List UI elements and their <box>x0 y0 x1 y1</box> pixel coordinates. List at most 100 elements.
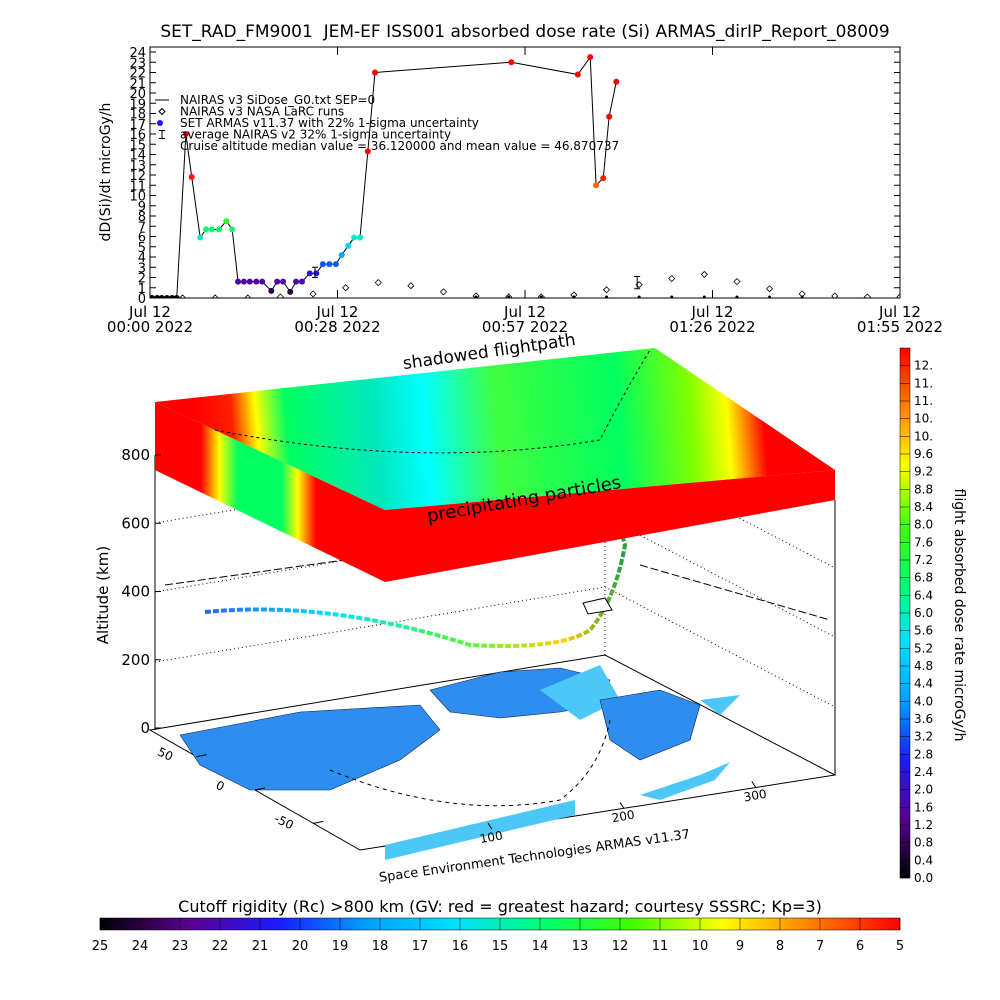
y-tick-label: 5 <box>138 241 146 256</box>
data-point <box>223 218 230 225</box>
data-point <box>896 293 900 298</box>
colorbar-tick-label: 7.2 <box>914 553 933 567</box>
colorbar-tick-label: 0.4 <box>914 853 933 867</box>
data-point <box>357 234 363 241</box>
y-tick-label: 16 <box>129 128 146 143</box>
data-point <box>613 78 620 85</box>
x-tick <box>751 781 757 788</box>
data-point <box>768 295 772 298</box>
colorbar-tick-label: 0.8 <box>914 836 933 850</box>
x-tick-label: 200 <box>611 808 636 826</box>
colorbar-tick-label: 1.6 <box>914 800 933 814</box>
colorbar-tick-label: 7 <box>816 939 824 954</box>
colorbar-tick-label: 6.0 <box>914 606 933 620</box>
y-tick-label: 1 <box>138 282 146 297</box>
colorbar-tick-label: 3.6 <box>914 712 933 726</box>
colorbar-tick-label: 6.4 <box>914 588 933 602</box>
colorbar-tick-label: 4.0 <box>914 694 933 708</box>
data-point <box>211 294 219 298</box>
data-point <box>244 294 252 298</box>
y-tick-label: 19 <box>129 97 146 112</box>
slab <box>155 348 835 582</box>
data-point <box>372 69 378 76</box>
data-point <box>407 282 415 290</box>
data-point <box>863 293 871 298</box>
colorbar-tick-label: 17 <box>412 939 429 954</box>
colorbar-tick-label: 19 <box>332 939 349 954</box>
legend-symbol <box>158 107 166 116</box>
data-point <box>472 292 480 298</box>
data-point <box>537 293 545 298</box>
data-point <box>574 71 581 78</box>
legend-label: average NAIRAS v2 32% 1-sigma uncertaint… <box>180 128 451 142</box>
z-tick-label: 200 <box>121 651 150 669</box>
colorbar-tick-label: 5.6 <box>914 624 933 638</box>
colorbar-tick-label: 10 <box>692 939 709 954</box>
data-point <box>637 295 641 298</box>
error-bar <box>312 266 318 278</box>
data-point <box>700 270 708 278</box>
colorbar-tick-label: 9 <box>736 939 744 954</box>
colorbar-tick-label: 13 <box>572 939 589 954</box>
x-tick-label: Jul 12 01:26 2022 <box>669 303 756 336</box>
colorbar-tick-label: 24 <box>132 939 149 954</box>
x-tick <box>487 822 493 830</box>
data-point <box>798 290 806 298</box>
data-point <box>287 288 294 295</box>
colorbar-tick-label: 16 <box>452 939 469 954</box>
x-tick-label: Jul 12 01:55 2022 <box>856 303 944 336</box>
data-point <box>733 278 741 286</box>
legend-label: NAIRAS v3 SiDose_G0.txt SEP=0 <box>180 93 375 107</box>
data-point <box>197 234 204 241</box>
axis-3d <box>154 455 836 775</box>
y-axis-label: dD(Si)/dt microGy/h <box>98 103 114 242</box>
y-tick-label: 12 <box>129 169 146 184</box>
colorbar-tick-label: 1.2 <box>914 818 933 832</box>
colorbar-tick-label: 6.8 <box>914 571 933 585</box>
y-tick-label: 11 <box>129 179 146 194</box>
y-tick <box>313 820 324 824</box>
colorbar-tick-label: 5.2 <box>914 641 933 655</box>
data-point <box>831 292 839 298</box>
x-tick-label: Jul 12 00:57 2022 <box>481 303 569 336</box>
data-point <box>268 287 275 294</box>
data-point <box>163 295 170 298</box>
y-tick-label: 22 <box>129 67 146 82</box>
colorbar-tick-label: 4.8 <box>914 659 933 673</box>
data-point <box>293 278 300 285</box>
y-tick-label: 13 <box>129 159 146 174</box>
data-point <box>668 274 676 283</box>
colorbar-tick-label: 23 <box>172 939 189 954</box>
annotation: Cruise altitude median value = 36.120000… <box>180 139 619 153</box>
y-tick-label: 9 <box>138 200 146 215</box>
colorbar-tick-label: 2.8 <box>914 747 933 761</box>
colorbar-tick-label: 9.2 <box>914 465 933 479</box>
colorbar-tick-label: 7.6 <box>914 535 933 549</box>
legend-symbol <box>159 130 165 139</box>
data-point <box>326 261 333 268</box>
colorbar-label: Cutoff rigidity (Rc) >800 km (GV: red = … <box>178 897 822 916</box>
y-tick-label: 4 <box>138 251 146 266</box>
colorbar-tick-label: 8.4 <box>914 500 933 514</box>
flight-path <box>204 534 628 648</box>
data-point <box>259 278 266 285</box>
data-point <box>539 295 543 298</box>
data-point <box>765 285 774 293</box>
colorbar-tick-label: 10. <box>914 412 933 426</box>
data-point <box>606 113 613 120</box>
y-tick <box>254 787 266 791</box>
legend-label: NAIRAS v3 NASA LaRC runs <box>180 105 344 119</box>
y-tick-label: 14 <box>129 149 146 164</box>
colorbar-tick-label: 5 <box>896 939 904 954</box>
legend-symbol <box>157 120 163 126</box>
colorbar-tick-label: 21 <box>252 939 269 954</box>
y-tick-label: 8 <box>138 210 146 225</box>
y-tick-label: 2 <box>138 272 146 287</box>
data-point <box>439 288 448 296</box>
data-point <box>208 226 215 233</box>
data-point <box>203 226 210 233</box>
y-tick-label: 17 <box>129 118 146 133</box>
y-tick-label: 18 <box>129 108 146 123</box>
colorbar-tick-label: 11. <box>914 376 933 390</box>
